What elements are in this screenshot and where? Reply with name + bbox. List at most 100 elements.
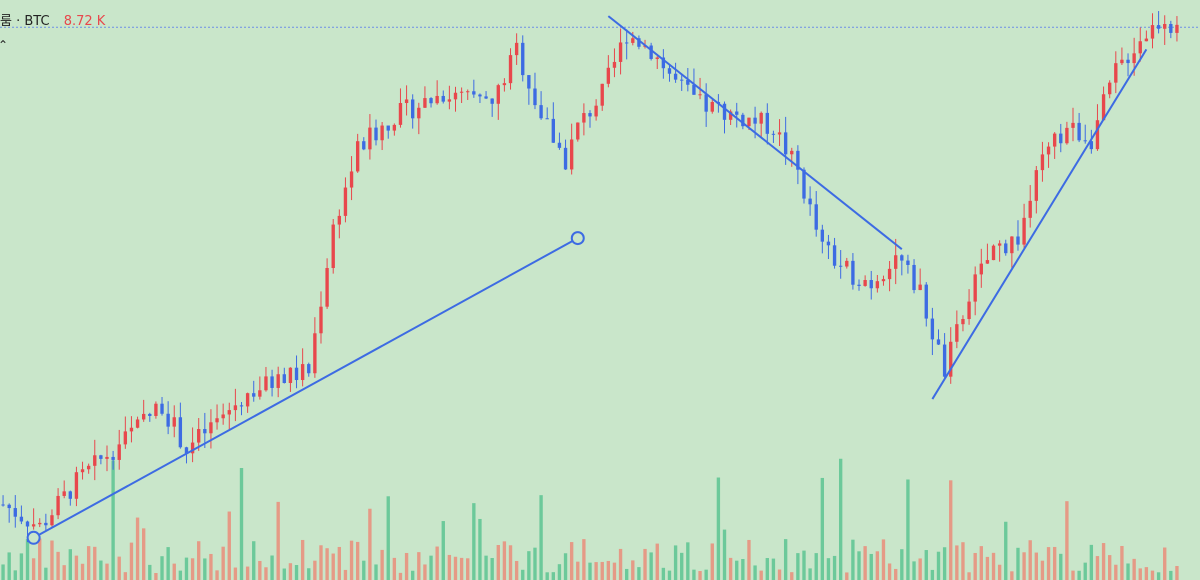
- candle-body: [930, 318, 935, 340]
- candle: [906, 254, 910, 274]
- volume-bar: [631, 560, 635, 580]
- candle-body: [588, 113, 592, 117]
- candle-body: [527, 75, 531, 89]
- candle-body: [808, 198, 812, 205]
- candle-body: [783, 132, 788, 155]
- candle: [252, 380, 256, 402]
- volume-bar: [227, 511, 231, 580]
- legend-collapse-icon[interactable]: ⌃: [0, 38, 9, 52]
- candle-body: [1150, 25, 1155, 39]
- trendline-handle[interactable]: [570, 231, 585, 246]
- candle: [692, 68, 696, 95]
- volume-bar: [99, 560, 103, 580]
- volume-bar: [1059, 553, 1063, 580]
- candle: [673, 62, 678, 83]
- candle: [44, 513, 48, 531]
- candle: [594, 99, 598, 121]
- candle: [710, 99, 714, 114]
- candle-body: [288, 367, 293, 384]
- candle-body: [508, 55, 513, 84]
- volume-bar: [31, 558, 36, 580]
- candle-body: [514, 42, 519, 56]
- candle-body: [300, 364, 305, 381]
- candle: [680, 73, 684, 91]
- candle: [386, 125, 390, 139]
- volume-bar: [190, 558, 195, 580]
- candle-body: [44, 522, 48, 526]
- candle-body: [343, 187, 348, 216]
- volume-bar: [325, 548, 329, 580]
- volume-bar: [979, 546, 983, 580]
- candle: [1065, 121, 1069, 145]
- volume-bar: [239, 468, 244, 580]
- candle-body: [612, 61, 617, 68]
- candle: [637, 35, 641, 50]
- volume-bar: [374, 564, 378, 580]
- candle-body: [203, 429, 207, 434]
- volume-bar: [270, 555, 274, 580]
- candle: [429, 97, 433, 108]
- volume-bar: [936, 551, 941, 580]
- candle-body: [435, 95, 439, 104]
- volume-bar: [74, 555, 79, 580]
- candle-body: [551, 118, 555, 143]
- candle-body: [618, 42, 623, 62]
- candle: [245, 392, 250, 413]
- trendline-handle[interactable]: [26, 530, 41, 545]
- candle-body: [1059, 133, 1063, 144]
- candle-body: [117, 444, 121, 460]
- trendline[interactable]: [607, 15, 903, 250]
- trendline[interactable]: [33, 237, 579, 539]
- candle-body: [857, 284, 861, 286]
- candle: [380, 121, 384, 151]
- volume-bar: [949, 480, 953, 580]
- candle: [459, 87, 464, 104]
- candle: [667, 64, 672, 82]
- volume-bar: [1034, 552, 1039, 580]
- candle: [1046, 142, 1051, 168]
- candle: [490, 98, 494, 117]
- candle-body: [949, 341, 953, 377]
- candle: [625, 29, 629, 60]
- volume-bar: [838, 458, 843, 580]
- candle-body: [863, 280, 867, 286]
- volume-bar: [288, 563, 293, 580]
- candle-body: [826, 241, 831, 246]
- candle-body: [233, 405, 238, 411]
- volume-bar: [845, 572, 849, 580]
- volume-bar: [875, 551, 880, 580]
- volume-bar: [331, 553, 335, 580]
- volume-bar: [50, 540, 54, 580]
- candle-body: [838, 265, 843, 267]
- candle: [227, 402, 231, 430]
- volume-bar: [160, 556, 164, 580]
- drawing-tools[interactable]: [26, 15, 1148, 545]
- candle: [411, 94, 415, 129]
- candle: [288, 367, 293, 392]
- candle: [264, 366, 268, 392]
- candle: [600, 83, 604, 111]
- candle: [735, 102, 739, 128]
- volume-bar: [863, 546, 867, 580]
- volume-bar: [1144, 567, 1149, 580]
- candle: [13, 495, 17, 528]
- volume-bar: [704, 569, 708, 580]
- candle: [68, 490, 72, 506]
- candle-body: [1004, 243, 1008, 254]
- volume-bar: [411, 570, 415, 580]
- candle-body: [429, 98, 433, 104]
- candle: [1010, 236, 1014, 268]
- volume-bar: [521, 569, 525, 580]
- candle: [50, 509, 54, 527]
- volume-bar: [86, 546, 91, 580]
- volume-bar: [557, 564, 562, 580]
- candle-body: [166, 413, 170, 427]
- candle: [404, 85, 409, 116]
- trendline[interactable]: [931, 48, 1148, 400]
- candle: [392, 123, 397, 136]
- volume-bar: [1156, 572, 1161, 580]
- candle-body: [649, 45, 653, 59]
- candle-body: [887, 268, 892, 280]
